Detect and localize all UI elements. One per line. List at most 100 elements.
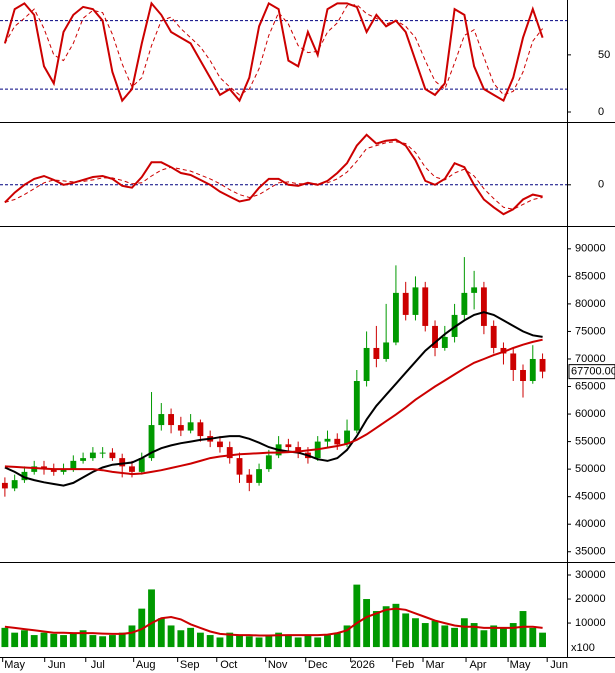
volume-bar — [30, 635, 38, 648]
candle-body — [324, 438, 331, 442]
candle-body — [520, 369, 526, 382]
y-tick-label: 20000 — [575, 593, 606, 605]
volume-bar — [265, 635, 273, 648]
candle-body — [148, 425, 155, 459]
volume-bar — [99, 636, 107, 648]
volume-bar — [343, 625, 351, 648]
volume-bar — [255, 637, 263, 648]
candle-body — [236, 458, 243, 475]
volume-bar — [284, 635, 292, 648]
candle-body — [158, 414, 165, 426]
volume-bar — [89, 635, 97, 648]
volume-bar — [392, 603, 400, 648]
candle-body — [334, 438, 341, 445]
volume-bar — [21, 630, 28, 648]
signal-line — [4, 4, 543, 96]
volume-bar — [382, 606, 390, 648]
volume-bar — [519, 611, 527, 648]
x-tick-label: Jun — [550, 659, 568, 671]
candle-body — [109, 452, 116, 459]
signal-line — [4, 141, 543, 210]
y-tick-label: 55000 — [575, 435, 606, 447]
candle-body — [11, 480, 18, 489]
x-tick-label: Apr — [469, 659, 486, 671]
x-tick-label: Feb — [395, 659, 414, 671]
candle-body — [422, 287, 429, 326]
candle-body — [50, 469, 57, 472]
x-tick-label: Dec — [308, 659, 328, 671]
y-tick-label: 50000 — [575, 463, 606, 475]
volume-bar — [402, 613, 410, 648]
candle-body — [402, 292, 409, 315]
volume-bar — [500, 627, 507, 648]
last-price-label: 67700.00 — [571, 366, 615, 378]
volume-bar — [138, 608, 146, 648]
x-tick-label: Oct — [220, 659, 237, 671]
volume-bar — [157, 618, 165, 648]
candle-body — [246, 474, 253, 483]
candle-body — [187, 422, 194, 431]
candle-body — [412, 287, 419, 315]
volume-bar — [372, 611, 380, 648]
candle-body — [60, 469, 67, 472]
y-tick-label: 90000 — [575, 243, 606, 255]
candle-body — [31, 466, 38, 472]
candle-body — [383, 342, 390, 359]
volume-bar — [304, 635, 312, 648]
volume-bar — [206, 635, 214, 648]
candle-body — [138, 458, 145, 472]
volume-bar — [353, 584, 361, 648]
y-tick-label: 85000 — [575, 270, 606, 282]
candle-body — [70, 460, 77, 470]
candle-body — [432, 325, 438, 348]
candle-body — [471, 287, 478, 293]
candle-body — [441, 336, 448, 348]
volume-bar — [148, 589, 155, 648]
candle-body — [344, 430, 350, 445]
volume-bar — [470, 623, 478, 648]
y-tick-label: 0 — [598, 106, 604, 118]
candle-body — [168, 414, 175, 426]
x-tick-label: May — [510, 659, 531, 671]
volume-bar — [118, 632, 126, 648]
volume-bar — [539, 632, 546, 648]
candle-body — [1, 482, 8, 489]
candle-body — [490, 325, 497, 348]
x-tick-label: Aug — [136, 659, 156, 671]
candle-body — [197, 422, 204, 437]
candle-body — [373, 347, 380, 359]
indicator-line — [4, 607, 543, 637]
candle-body — [129, 466, 135, 472]
candle-body — [480, 287, 487, 326]
candle-body — [89, 452, 96, 459]
x-tick-label: Sep — [180, 659, 200, 671]
volume-bar — [441, 625, 449, 648]
candle-body — [510, 353, 517, 370]
volume-bar — [196, 632, 204, 648]
indicator-line — [4, 311, 543, 487]
volume-bar — [431, 620, 439, 648]
y-tick-label: 65000 — [575, 380, 606, 392]
volume-bar — [50, 633, 58, 648]
volume-bar — [177, 630, 185, 648]
volume-bar — [11, 632, 19, 648]
y-tick-label: 50 — [598, 49, 610, 61]
candle-body — [177, 425, 184, 431]
volume-bar — [236, 635, 243, 648]
volume-bar — [275, 632, 283, 648]
volume-bar — [324, 635, 331, 648]
y-tick-label: 0 — [598, 179, 604, 191]
volume-bar — [128, 625, 136, 648]
volume-bar — [69, 632, 77, 648]
last-price-box — [568, 364, 615, 380]
candle-body — [285, 444, 292, 448]
y-tick-label: 40000 — [575, 518, 606, 530]
volume-bar — [187, 627, 195, 648]
x-tick-label: May — [4, 659, 25, 671]
volume-bar — [333, 632, 341, 648]
unit-label: x100 — [571, 642, 595, 654]
candle-body — [392, 292, 399, 343]
y-tick-label: 35000 — [575, 546, 606, 558]
candle-body — [217, 441, 223, 448]
